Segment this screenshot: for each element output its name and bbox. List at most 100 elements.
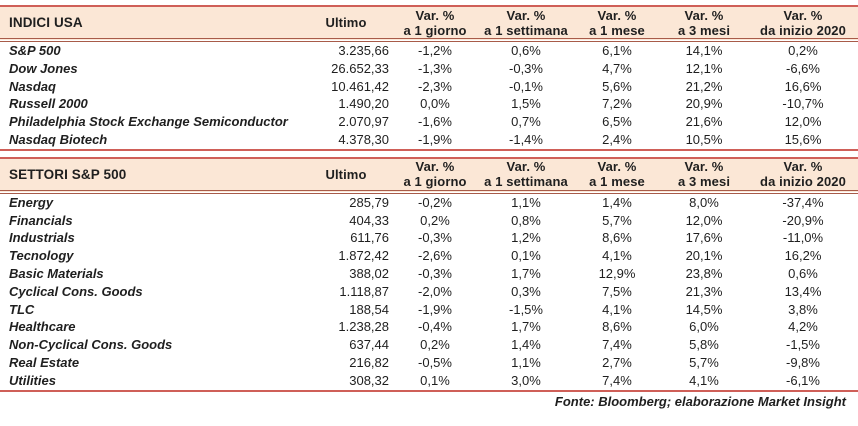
var-label: Var. % <box>597 159 637 175</box>
ultimo-value: 1.872,42 <box>338 248 389 264</box>
var-da-inizio-2020-value: 0,6% <box>788 265 818 281</box>
var-1-giorno-value: -2,6% <box>418 248 452 264</box>
var-label: Var. % <box>506 159 546 175</box>
var-3-mesi-value: 17,6% <box>685 230 723 246</box>
var-1-settimana-value: 0,7% <box>511 114 541 130</box>
var-da-inizio-2020-value: -6,6% <box>786 60 820 76</box>
row-label: Nasdaq Biotech <box>0 130 300 151</box>
var-label: Var. % <box>684 159 724 175</box>
row-label: Nasdaq <box>9 78 56 94</box>
table-title-settori-sp500: SETTORI S&P 500 <box>0 156 300 194</box>
var-1-settimana-value: 0,8% <box>511 212 541 228</box>
table-row: Cyclical Cons. Goods 1.118,87 -2,0% 0,3%… <box>0 283 858 301</box>
var-1-settimana-value: 1,2% <box>511 230 541 246</box>
var-da-inizio-2020-value: -11,0% <box>782 230 824 246</box>
ultimo-value: 10.461,42 <box>331 78 389 94</box>
var-1-giorno-value: -1,6% <box>418 114 452 130</box>
var-3-mesi-value: 4,1% <box>660 371 748 392</box>
var-1-settimana-value: 1,1% <box>511 194 541 210</box>
period-label: a 1 giorno <box>403 22 467 38</box>
var-1-mese-value: 8,6% <box>602 230 632 246</box>
period-label: a 1 giorno <box>403 174 467 190</box>
ultimo-value: 2.070,97 <box>338 114 389 130</box>
report-sheet: INDICI USA Ultimo Var. % a 1 giorno Var.… <box>0 5 858 409</box>
var-1-settimana-value: 1,4% <box>511 337 541 353</box>
table-row: Utilities 308,32 0,1% 3,0% 7,4% 4,1% -6,… <box>0 371 858 392</box>
var-label: Var. % <box>783 7 823 23</box>
var-1-giorno-value: -1,2% <box>418 43 452 58</box>
col-header-ultimo: Ultimo <box>300 5 392 42</box>
row-label: Philadelphia Stock Exchange Semiconducto… <box>9 114 288 130</box>
indici-usa-rows: S&P 500 3.235,66 -1,2% 0,6% 6,1% 14,1% 0… <box>0 40 858 151</box>
row-label: Real Estate <box>9 354 80 370</box>
var-label: Var. % <box>783 159 823 175</box>
var-1-mese-value: 8,6% <box>602 319 632 335</box>
var-da-inizio-2020-value: 15,6% <box>748 130 858 151</box>
var-label: Var. % <box>684 7 724 23</box>
var-1-settimana-value: 1,7% <box>511 265 541 281</box>
var-1-mese-value: 7,2% <box>602 96 632 112</box>
col-header-var-da-inizio-2020: Var. % da inizio 2020 <box>748 156 858 194</box>
var-1-settimana-value: 1,1% <box>511 354 541 370</box>
var-1-settimana-value: 0,6% <box>511 43 541 58</box>
var-1-giorno-value: -0,4% <box>418 319 452 335</box>
ultimo-value: 1.490,20 <box>338 96 389 112</box>
var-3-mesi-value: 12,0% <box>685 212 723 228</box>
var-da-inizio-2020-value: 0,2% <box>788 43 818 58</box>
ultimo-value: 404,33 <box>349 212 389 228</box>
row-label: Basic Materials <box>9 265 104 281</box>
var-da-inizio-2020-value: 13,4% <box>784 283 822 299</box>
var-3-mesi-value: 5,7% <box>689 354 719 370</box>
settori-sp500-rows: Energy 285,79 -0,2% 1,1% 1,4% 8,0% -37,4… <box>0 192 858 392</box>
settori-sp500-table: SETTORI S&P 500 Ultimo Var. % a 1 giorno… <box>0 156 858 392</box>
var-3-mesi-value: 6,0% <box>689 319 719 335</box>
col-header-var-1-mese: Var. % a 1 mese <box>574 5 660 42</box>
period-label: a 1 mese <box>589 22 645 38</box>
var-1-giorno-value: 0,2% <box>420 337 450 353</box>
var-1-giorno-value: -2,3% <box>418 78 452 94</box>
table-row: Tecnology 1.872,42 -2,6% 0,1% 4,1% 20,1%… <box>0 247 858 265</box>
var-3-mesi-value: 20,9% <box>685 96 723 112</box>
var-1-mese-value: 4,1% <box>602 248 632 264</box>
table-row: Non-Cyclical Cons. Goods 637,44 0,2% 1,4… <box>0 336 858 354</box>
var-3-mesi-value: 20,1% <box>685 248 723 264</box>
var-1-settimana-value: 0,3% <box>511 283 541 299</box>
var-3-mesi-value: 21,6% <box>685 114 723 130</box>
ultimo-value: 637,44 <box>349 337 389 353</box>
col-header-var-1-settimana: Var. % a 1 settimana <box>478 5 574 42</box>
col-header-var-1-mese: Var. % a 1 mese <box>574 156 660 194</box>
var-da-inizio-2020-value: -10,7% <box>782 96 824 112</box>
row-label: TLC <box>9 301 35 317</box>
var-da-inizio-2020-value: -9,8% <box>786 354 820 370</box>
var-1-settimana-value: -1,5% <box>509 301 543 317</box>
var-3-mesi-value: 12,1% <box>685 60 723 76</box>
source-note: Fonte: Bloomberg; elaborazione Market In… <box>554 393 846 409</box>
ultimo-value: 308,32 <box>300 371 392 392</box>
var-1-settimana-value: 0,1% <box>511 248 541 264</box>
var-1-giorno-value: -0,2% <box>418 194 452 210</box>
ultimo-value: 216,82 <box>349 354 389 370</box>
period-label: a 1 settimana <box>484 174 568 190</box>
var-3-mesi-value: 14,1% <box>685 43 723 58</box>
settori-header-row: SETTORI S&P 500 Ultimo Var. % a 1 giorno… <box>0 156 858 194</box>
row-label: Utilities <box>0 371 300 392</box>
table-row: Russell 2000 1.490,20 0,0% 1,5% 7,2% 20,… <box>0 95 858 113</box>
col-header-var-1-settimana: Var. % a 1 settimana <box>478 156 574 194</box>
var-da-inizio-2020-value: -20,9% <box>782 212 824 228</box>
ultimo-value: 1.238,28 <box>338 319 389 335</box>
table-row: Nasdaq Biotech 4.378,30 -1,9% -1,4% 2,4%… <box>0 130 858 151</box>
col-header-var-3-mesi: Var. % a 3 mesi <box>660 5 748 42</box>
indici-usa-table: INDICI USA Ultimo Var. % a 1 giorno Var.… <box>0 5 858 151</box>
period-label: a 3 mesi <box>677 174 731 190</box>
table-row: Basic Materials 388,02 -0,3% 1,7% 12,9% … <box>0 265 858 283</box>
var-1-settimana-value: 1,7% <box>511 319 541 335</box>
var-1-settimana-value: -0,1% <box>509 78 543 94</box>
ultimo-value: 285,79 <box>349 194 389 210</box>
table-row: Nasdaq 10.461,42 -2,3% -0,1% 5,6% 21,2% … <box>0 78 858 96</box>
row-label: Cyclical Cons. Goods <box>9 283 143 299</box>
var-da-inizio-2020-value: 4,2% <box>788 319 818 335</box>
var-1-giorno-value: 0,2% <box>420 212 450 228</box>
var-da-inizio-2020-value: 16,2% <box>784 248 822 264</box>
col-header-var-da-inizio-2020: Var. % da inizio 2020 <box>748 5 858 42</box>
var-1-giorno-value: -0,3% <box>418 265 452 281</box>
